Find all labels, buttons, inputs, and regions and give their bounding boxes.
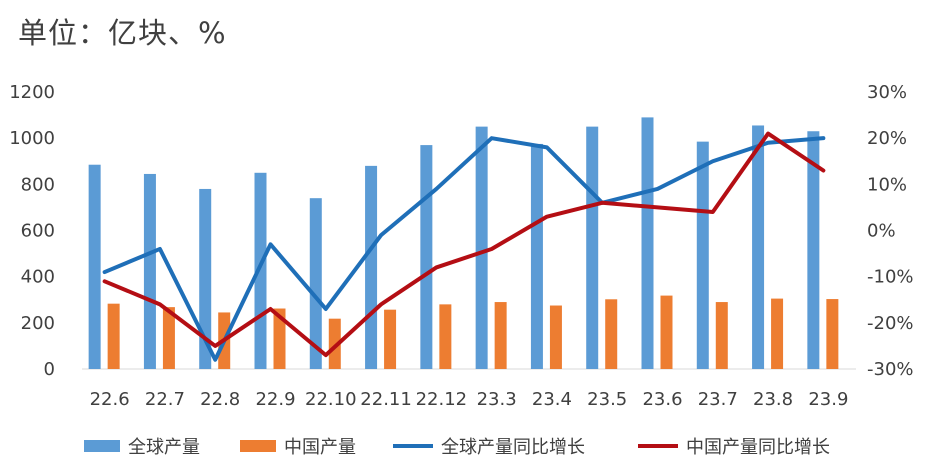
y-right-tick-label: -30% xyxy=(867,359,914,380)
x-tick-label: 23.4 xyxy=(532,389,572,410)
bar-global-output xyxy=(586,126,599,369)
y-right-tick-label: -20% xyxy=(867,313,914,334)
x-tick-label: 22.9 xyxy=(255,389,295,410)
bar-china-output xyxy=(107,303,120,369)
x-tick-label: 22.11 xyxy=(360,389,412,410)
unit-label: 单位：亿块、% xyxy=(18,16,227,50)
x-tick-label: 23.5 xyxy=(587,389,627,410)
y-left-tick-label: 800 xyxy=(21,174,55,195)
y-left-tick-label: 400 xyxy=(21,267,55,288)
bar-global-output xyxy=(309,198,322,369)
bar-china-output xyxy=(771,298,784,369)
x-tick-label: 23.7 xyxy=(698,389,738,410)
y-left-tick-label: 200 xyxy=(21,313,55,334)
bar-global-output xyxy=(530,143,543,369)
x-tick-label: 23.8 xyxy=(753,389,793,410)
bar-global-output xyxy=(420,145,433,369)
bar-global-output xyxy=(199,188,212,369)
bar-global-output xyxy=(641,117,654,370)
bar-global-output xyxy=(143,173,156,369)
legend-global-output-swatch xyxy=(84,440,120,452)
legend-china-yoy-label: 中国产量同比增长 xyxy=(686,437,830,458)
x-tick-label: 23.3 xyxy=(477,389,517,410)
legend-china-output-label: 中国产量 xyxy=(284,437,356,458)
x-tick-label: 22.10 xyxy=(305,389,357,410)
bar-global-output xyxy=(807,131,820,369)
bar-china-output xyxy=(826,299,839,369)
legend-china-output-swatch xyxy=(240,440,276,452)
bar-china-output xyxy=(273,308,286,369)
y-left-tick-label: 1200 xyxy=(9,82,55,103)
x-tick-label: 22.8 xyxy=(200,389,240,410)
bar-global-output xyxy=(475,126,488,369)
x-tick-label: 22.6 xyxy=(90,389,130,410)
y-right-tick-label: 20% xyxy=(867,128,907,149)
y-right-tick-label: -10% xyxy=(867,267,914,288)
bar-global-output xyxy=(696,141,709,369)
line-global-yoy xyxy=(102,136,826,362)
legend-global-output-label: 全球产量 xyxy=(128,437,200,458)
bar-china-output xyxy=(494,302,507,369)
bar-china-output xyxy=(715,302,728,369)
bar-china-output xyxy=(660,295,673,369)
bar-china-output xyxy=(162,307,175,369)
x-tick-label: 23.9 xyxy=(808,389,848,410)
bar-global-output xyxy=(88,164,101,369)
bar-china-output xyxy=(328,318,341,369)
y-right-tick-label: 0% xyxy=(867,221,896,242)
y-left-tick-label: 1000 xyxy=(9,128,55,149)
bar-china-output xyxy=(439,304,452,369)
bar-global-output xyxy=(752,125,765,370)
legend-global-yoy-label: 全球产量同比增长 xyxy=(441,437,585,458)
y-right-tick-label: 10% xyxy=(867,174,907,195)
y-left-tick-label: 600 xyxy=(21,221,55,242)
x-tick-label: 22.12 xyxy=(416,389,468,410)
bar-global-output xyxy=(365,165,378,369)
x-tick-label: 23.6 xyxy=(642,389,682,410)
y-left-tick-label: 0 xyxy=(44,359,55,380)
bar-china-output xyxy=(549,305,562,369)
bar-china-output xyxy=(605,299,618,369)
x-tick-label: 22.7 xyxy=(145,389,185,410)
bar-china-output xyxy=(384,309,397,369)
y-right-tick-label: 30% xyxy=(867,82,907,103)
line-china-yoy xyxy=(102,131,826,358)
